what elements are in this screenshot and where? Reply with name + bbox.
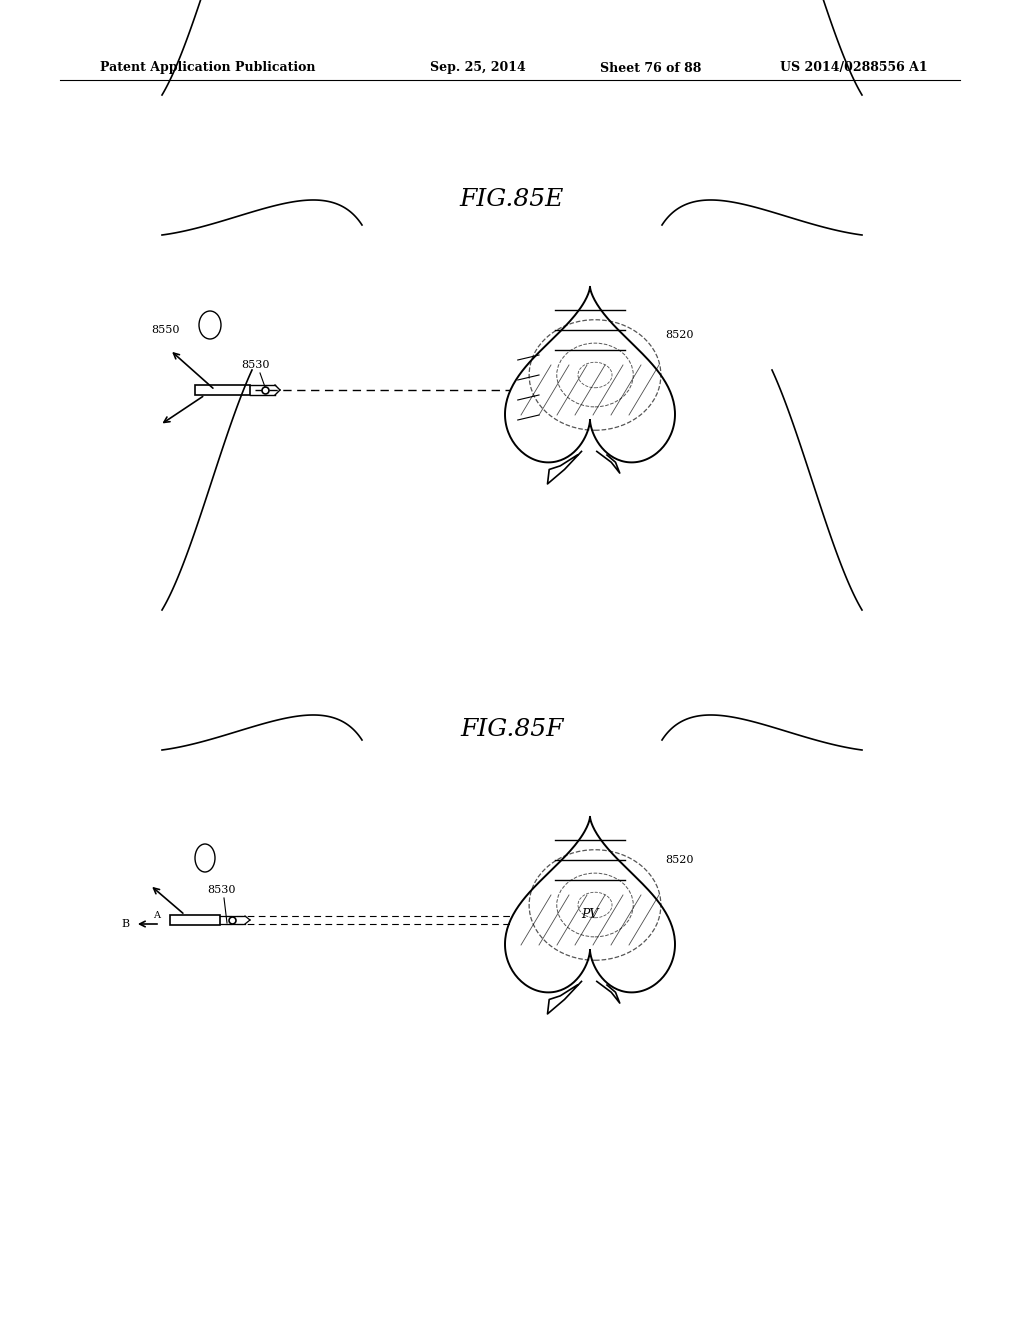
Text: FIG.85E: FIG.85E: [460, 189, 564, 211]
Text: 8520: 8520: [665, 330, 693, 341]
Text: Sep. 25, 2014: Sep. 25, 2014: [430, 62, 525, 74]
Text: 8530: 8530: [241, 360, 269, 370]
Bar: [170, 915, 220, 925]
Text: PV: PV: [582, 908, 599, 921]
Text: Sheet 76 of 88: Sheet 76 of 88: [600, 62, 701, 74]
Text: B: B: [122, 919, 130, 929]
Text: 8520: 8520: [665, 855, 693, 865]
Bar: [195, 385, 250, 395]
Text: US 2014/0288556 A1: US 2014/0288556 A1: [780, 62, 928, 74]
Text: A: A: [153, 911, 160, 920]
Text: 8530: 8530: [208, 884, 237, 895]
Text: FIG.85F: FIG.85F: [460, 718, 564, 742]
Text: Patent Application Publication: Patent Application Publication: [100, 62, 315, 74]
Text: 8550: 8550: [151, 325, 179, 335]
